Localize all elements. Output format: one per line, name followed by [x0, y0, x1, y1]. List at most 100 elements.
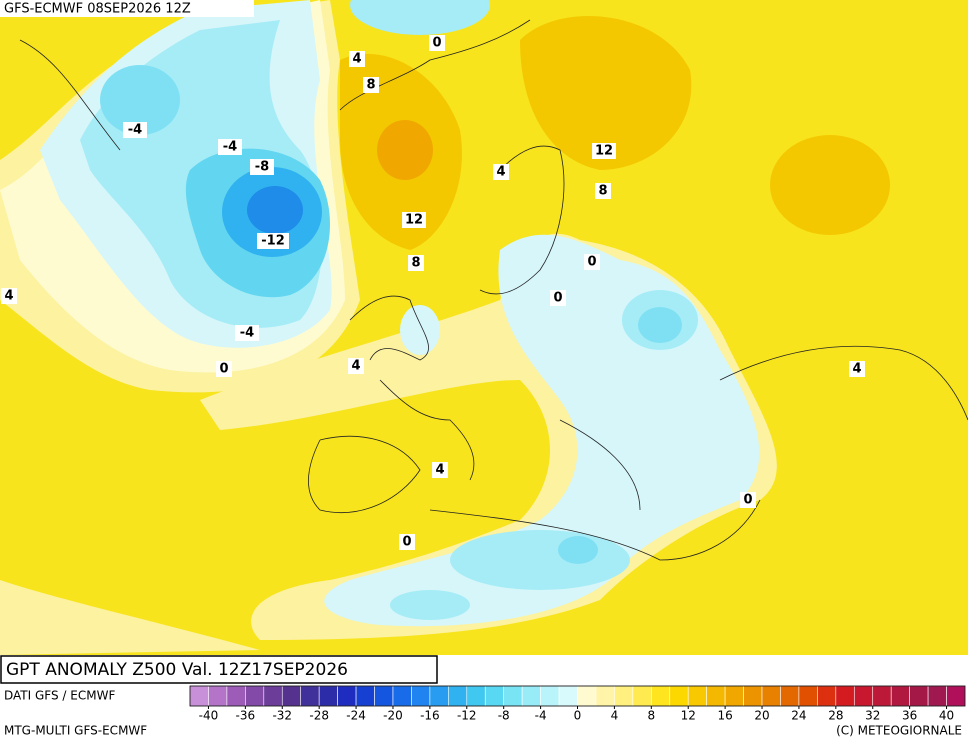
- colorbar-swatch: [245, 685, 265, 707]
- contour-label: 4: [852, 362, 861, 377]
- colorbar-swatch: [632, 685, 652, 707]
- colorbar: -40 -36 -32 -28 -24 -20 -16 -12 -8 -4 0 4 8 12 16 20 24 2…: [189, 685, 966, 723]
- colorbar-tick-label: -28: [309, 709, 329, 723]
- colorbar-swatch: [429, 685, 449, 707]
- colorbar-swatch: [281, 685, 302, 707]
- colorbar-swatch: [503, 685, 523, 707]
- colorbar-swatch: [909, 685, 929, 707]
- colorbar-swatch: [558, 685, 578, 707]
- contour-label: 4: [352, 52, 361, 67]
- contour-label: 4: [351, 359, 360, 374]
- colorbar-swatch: [669, 685, 689, 707]
- contour-label-bg: [432, 462, 448, 478]
- colorbar-swatch: [817, 685, 837, 707]
- colorbar-tick-label: 36: [902, 709, 917, 723]
- contour-label-bg: [429, 35, 445, 51]
- colorbar-tick-label: 0: [574, 709, 582, 723]
- footer-copyright: (C) METEOGIORNALE: [836, 724, 962, 738]
- contour-label: 8: [366, 78, 375, 93]
- colorbar-swatch: [448, 685, 468, 707]
- contour-label-bg: [399, 534, 415, 550]
- contour-label: 0: [432, 36, 441, 51]
- contour-label: 0: [402, 535, 411, 550]
- contour-label-bg: [123, 122, 147, 138]
- contour-label-bg: [349, 51, 365, 67]
- contour-label-bg: [740, 492, 756, 508]
- contour-label-bg: [493, 164, 509, 180]
- contour-label: 8: [598, 184, 607, 199]
- contour-label: 12: [595, 144, 613, 159]
- colorbar-tick-label: 8: [647, 709, 655, 723]
- colorbar-swatch: [355, 685, 375, 707]
- colorbar-swatch: [687, 685, 707, 707]
- colorbar-swatch: [872, 685, 892, 707]
- colorbar-tick-label: -32: [272, 709, 292, 723]
- contour-label-bg: [584, 254, 600, 270]
- contour-label: -8: [255, 160, 269, 175]
- colorbar-swatch: [853, 685, 874, 707]
- contour-label: -4: [223, 140, 237, 155]
- colorbar-swatch: [595, 685, 615, 707]
- colorbar-swatch: [484, 685, 504, 707]
- colorbar-swatch: [300, 685, 320, 707]
- colorbar-tick-label: -36: [236, 709, 256, 723]
- colorbar-tick-label: 12: [681, 709, 696, 723]
- colorbar-swatch: [466, 685, 486, 707]
- coastlines: [19, 19, 968, 561]
- colorbar-swatch: [226, 685, 246, 707]
- colorbar-tick-label: -4: [535, 709, 547, 723]
- colorbar-swatch: [318, 685, 338, 707]
- colorbar-tick-label: -40: [199, 709, 219, 723]
- contour-label: 12: [405, 213, 423, 228]
- contour-label-bg: [402, 212, 426, 228]
- contour-label-bg: [363, 77, 379, 93]
- footer-title: GPT ANOMALY Z500 Val. 12Z17SEP2026: [6, 660, 348, 680]
- colorbar-swatch: [761, 685, 781, 707]
- contour-label: -12: [261, 234, 285, 249]
- contour-label: -4: [240, 326, 254, 341]
- contour-label-bg: [550, 290, 566, 306]
- header-title: GFS-ECMWF 08SEP2026 12Z: [4, 2, 191, 17]
- contour-label: 4: [496, 165, 505, 180]
- colorbar-swatch: [614, 685, 634, 707]
- colorbar-tick-label: -16: [420, 709, 440, 723]
- contour-label: 0: [743, 493, 752, 508]
- colorbar-swatch: [521, 685, 541, 707]
- contour-label-bg: [250, 159, 274, 175]
- colorbar-swatch: [540, 685, 560, 707]
- colorbar-swatch: [835, 685, 855, 707]
- footer-title-box: [0, 655, 438, 684]
- colorbar-tick-label: -24: [346, 709, 366, 723]
- colorbar-swatch: [743, 685, 763, 707]
- contour-label-bg: [1, 288, 17, 304]
- colorbar-swatch: [706, 685, 726, 707]
- contour-label: 4: [435, 463, 444, 478]
- colorbar-swatch: [651, 685, 671, 707]
- colorbar-tick-label: 28: [828, 709, 843, 723]
- contour-label-bg: [595, 183, 611, 199]
- footer-model: MTG-MULTI GFS-ECMWF: [4, 724, 147, 738]
- colorbar-tick-label: 40: [939, 709, 954, 723]
- colorbar-swatch: [798, 685, 818, 707]
- colorbar-tick-label: 24: [791, 709, 806, 723]
- footer-source: DATI GFS / ECMWF: [4, 689, 115, 703]
- colorbar-swatch: [724, 685, 744, 707]
- colorbar-swatch: [374, 685, 394, 707]
- colorbar-swatch: [208, 685, 228, 707]
- colorbar-tick-label: 4: [611, 709, 619, 723]
- contour-label-bg: [408, 255, 424, 271]
- colorbar-tick-label: -20: [383, 709, 403, 723]
- colorbar-swatch: [392, 685, 412, 707]
- contour-label-bg: [235, 325, 259, 341]
- contour-label-bg: [592, 143, 616, 159]
- colorbar-swatch: [411, 685, 431, 707]
- colorbar-swatch: [890, 685, 910, 707]
- colorbar-tick-label: -12: [457, 709, 477, 723]
- colorbar-swatch: [577, 685, 597, 707]
- contour-label: 0: [553, 291, 562, 306]
- colorbar-tick-label: 16: [717, 709, 732, 723]
- contour-label: 0: [219, 362, 228, 377]
- colorbar-swatch: [780, 685, 800, 707]
